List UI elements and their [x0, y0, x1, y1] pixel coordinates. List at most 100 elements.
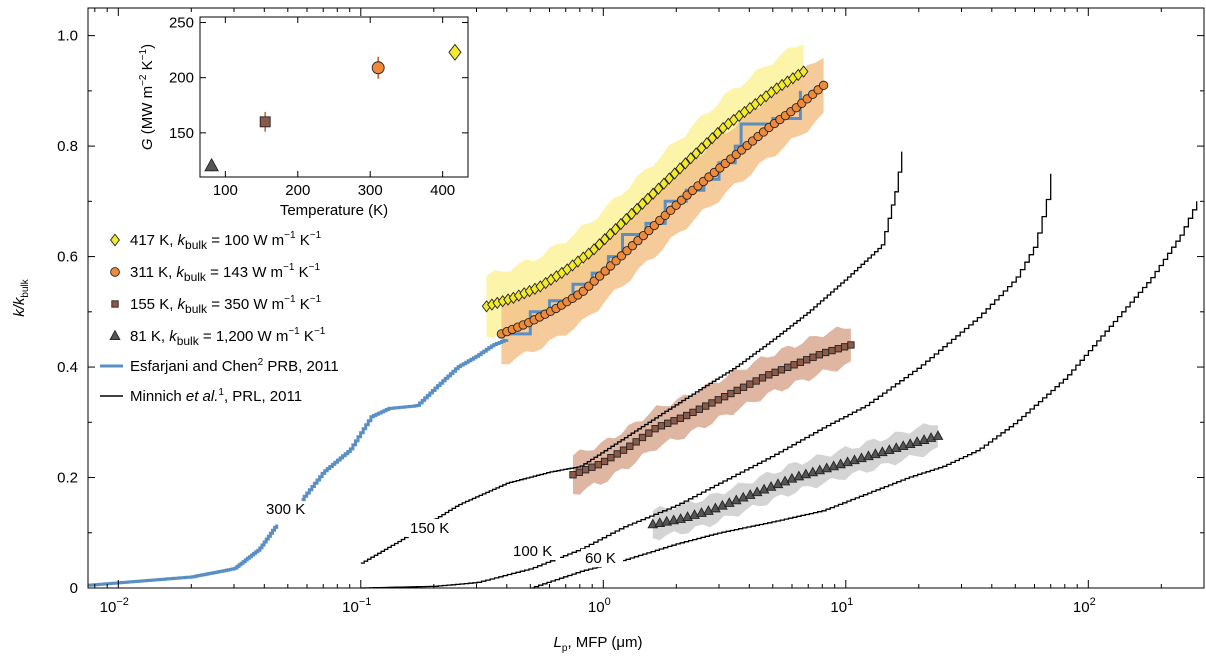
point-square	[752, 377, 760, 385]
band-diamond	[486, 44, 804, 338]
point-diamond	[626, 207, 637, 221]
minnich-curve-0	[360, 151, 903, 564]
point-square	[790, 361, 798, 369]
point-square	[626, 442, 634, 450]
point-square	[765, 371, 773, 379]
legend-marker-diamond	[110, 233, 120, 247]
point-diamond	[648, 187, 658, 200]
y-tick-label: 1.0	[57, 28, 78, 45]
data-markers	[481, 65, 944, 529]
point-square	[708, 399, 716, 407]
point-square	[784, 363, 792, 371]
point-diamond	[610, 222, 621, 236]
point-square	[803, 356, 811, 364]
point-diamond	[696, 142, 707, 155]
minnich-curve-1	[360, 173, 1052, 589]
point-diamond	[600, 233, 610, 246]
point-diamond	[680, 157, 691, 170]
legend-entry-diamond: 417 K, kbulk = 100 W m−1 K−1	[130, 230, 322, 252]
point-square	[739, 383, 748, 391]
inset-y-tick-label: 250	[169, 15, 194, 32]
point-circle	[818, 80, 829, 90]
point-diamond	[594, 238, 605, 251]
y-tick-label: 0.8	[57, 138, 78, 155]
y-tick-label: 0.4	[57, 359, 78, 376]
point-square	[840, 343, 849, 351]
point-square	[847, 341, 855, 349]
point-triangle	[737, 491, 749, 502]
point-triangle	[716, 499, 728, 510]
point-triangle	[772, 478, 784, 489]
point-square	[828, 346, 836, 355]
point-triangle	[751, 486, 763, 497]
point-triangle	[703, 505, 714, 515]
inset-point-triangle	[204, 157, 219, 172]
point-square	[676, 414, 685, 422]
inset-chart: 100 200 300 400 150 200 250 Temperature (K) G (M…	[138, 15, 469, 219]
point-diamond	[712, 126, 723, 140]
point-diamond	[632, 202, 642, 216]
point-square	[809, 353, 817, 361]
inset-x-tick-label: 100	[213, 182, 238, 199]
point-square	[670, 417, 678, 425]
point-diamond	[798, 65, 809, 78]
point-triangle	[730, 494, 742, 505]
inset-x-tick-label: 300	[358, 182, 383, 199]
esfarjani-curve-low	[88, 524, 279, 587]
point-diamond	[605, 227, 615, 241]
inset-x-label: Temperature (K)	[280, 202, 388, 219]
plot-frame	[87, 7, 1205, 589]
point-square	[607, 454, 615, 462]
inset-x-tick-label: 200	[285, 182, 310, 199]
point-diamond	[664, 172, 675, 185]
point-square	[815, 351, 824, 359]
minnich-label-0: 150 K	[410, 520, 449, 537]
x-tick-label: 100	[588, 596, 611, 616]
point-square	[746, 380, 754, 388]
minnich-label-bg	[581, 549, 623, 567]
point-diamond	[621, 212, 632, 226]
point-square	[645, 429, 653, 437]
y-tick-label: 0.6	[57, 249, 78, 266]
minnich-label-bg	[509, 542, 560, 560]
point-square	[594, 461, 602, 469]
point-square	[581, 466, 590, 474]
legend-entry-circle: 311 K, kbulk = 143 W m−1 K−1	[130, 262, 320, 284]
point-diamond	[702, 136, 712, 150]
point-square	[632, 438, 640, 446]
legend-marker-triangle	[109, 329, 121, 340]
point-square	[683, 411, 691, 420]
point-diamond	[685, 152, 696, 165]
point-triangle	[779, 475, 791, 486]
point-diamond	[637, 197, 648, 211]
point-square	[664, 419, 672, 427]
inset-frame	[199, 16, 469, 178]
main-axes: 0 0.2 0.4 0.6 0.8 1.0 10−2 10−1 100 101 102 Lp, MFP…	[11, 7, 1205, 654]
point-square	[733, 386, 741, 395]
inset-y-tick-label: 200	[169, 70, 194, 87]
point-square	[720, 393, 729, 401]
point-diamond	[669, 167, 680, 180]
x-tick-label: 101	[830, 596, 853, 616]
inset-x-tick-label: 400	[430, 182, 455, 199]
inset-point-diamond	[448, 43, 462, 61]
point-square	[569, 471, 577, 479]
point-triangle	[758, 483, 770, 494]
y-tick-label: 0	[70, 580, 78, 597]
esfarjani-curve-mid	[301, 338, 509, 502]
minnich-label-1: 100 K	[513, 543, 552, 560]
point-square	[613, 450, 621, 458]
legend-marker-square	[111, 300, 119, 308]
point-triangle	[723, 497, 735, 507]
point-diamond	[653, 182, 664, 195]
inset-point-square	[259, 116, 271, 128]
legend-entry-minnich: Minnich et al.1, PRL, 2011	[130, 387, 302, 405]
x-tick-label: 10−2	[100, 596, 129, 616]
legend-entry-esfarjani: Esfarjani and Chen2 PRB, 2011	[130, 357, 339, 375]
point-square	[695, 405, 703, 413]
minnich-label-2: 60 K	[585, 550, 616, 567]
point-square	[777, 366, 786, 374]
y-axis-label: k/kbulk	[11, 278, 31, 317]
point-triangle	[932, 430, 944, 440]
